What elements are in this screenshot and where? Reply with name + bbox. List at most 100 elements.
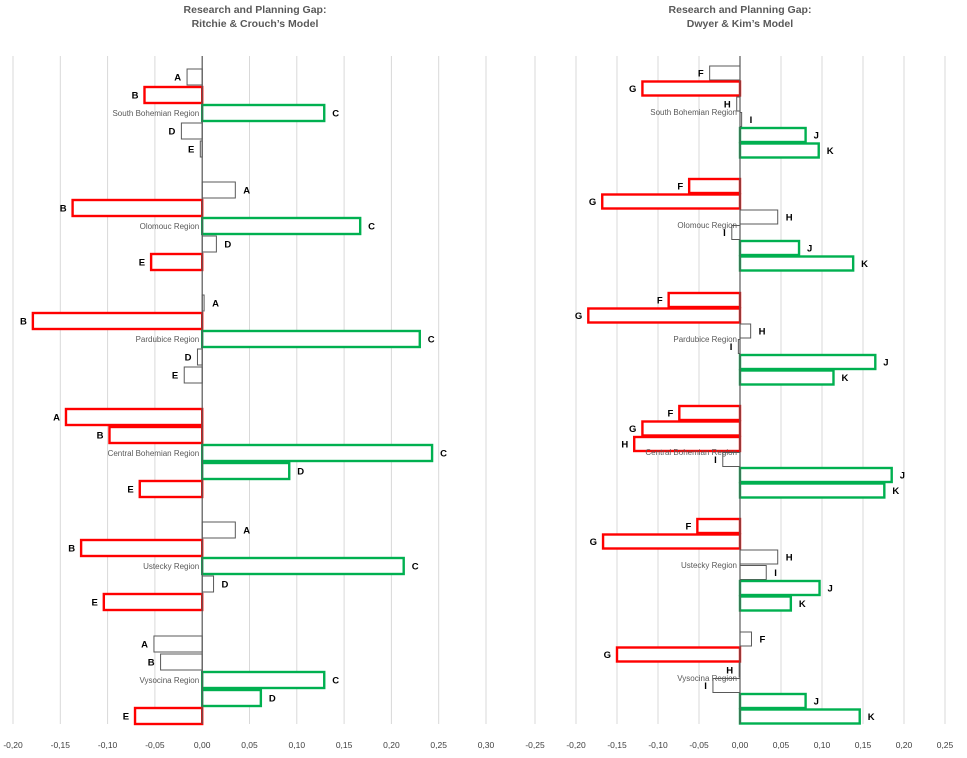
right-bar-label: J (814, 697, 819, 708)
right-region-group: F G HI J K Ustecky Region (590, 517, 833, 612)
right-bar-H (739, 323, 752, 339)
left-x-tick-label: -0,15 (51, 740, 71, 750)
left-x-tick-label: 0,15 (336, 740, 353, 750)
left-region-group: AB C D E Vysocina Region (123, 635, 339, 726)
right-bar-label: H (724, 100, 731, 111)
right-bar-label: K (841, 373, 848, 384)
left-bar-label: A (53, 413, 60, 424)
left-region-group: A B C D E Ustecky Region (68, 521, 419, 612)
left-region-label: Olomouc Region (140, 222, 200, 231)
right-bar-label: K (799, 599, 806, 610)
left-bar-label: B (20, 317, 27, 328)
left-bar-label: E (188, 145, 194, 156)
left-bar-label: E (139, 258, 145, 269)
left-bar-A (153, 635, 203, 653)
left-bar-B (143, 85, 204, 105)
right-bar-K (738, 708, 861, 725)
right-bar-label: I (723, 228, 726, 239)
left-region-label: Vysocina Region (139, 676, 199, 685)
right-bar-K (738, 595, 793, 612)
right-bar-label: I (714, 455, 717, 466)
right-bar-J (738, 353, 877, 371)
left-bar-label: A (174, 73, 181, 84)
left-bar-label: A (243, 186, 250, 197)
left-bar-B (31, 311, 204, 331)
right-bar-label: K (892, 486, 899, 497)
left-bar-D (180, 122, 203, 140)
left-bar-C (200, 670, 326, 690)
left-bar-label: C (368, 222, 375, 233)
right-bar-label: J (883, 358, 888, 369)
left-region-group: A B C DE Pardubice Region (20, 294, 435, 384)
right-bar-label: J (900, 471, 905, 482)
right-bar-G (641, 80, 742, 97)
right-region-label: Ustecky Region (681, 561, 737, 570)
left-bar-A (201, 521, 236, 539)
left-bar-label: B (60, 204, 67, 215)
right-bar-F (696, 517, 742, 535)
right-bar-label: G (575, 311, 582, 322)
right-x-tick-label: 0,00 (732, 740, 749, 750)
left-bar-B (108, 425, 204, 445)
left-x-tick-label: 0,05 (241, 740, 258, 750)
left-bar-D (196, 348, 203, 366)
right-bar-F (687, 177, 742, 195)
right-x-tick-label: -0,05 (689, 740, 709, 750)
left-bar-label: D (224, 240, 231, 251)
right-bar-G (601, 193, 742, 210)
right-x-tick-label: 0,15 (855, 740, 872, 750)
right-bar-G (587, 307, 742, 324)
right-bar-label: I (750, 115, 753, 126)
right-x-tick-label: -0,20 (566, 740, 586, 750)
right-bar-J (738, 126, 807, 144)
left-x-tick-label: -0,20 (3, 740, 23, 750)
right-bar-F (667, 291, 742, 309)
left-bar-B (71, 198, 204, 218)
right-bar-K (738, 482, 886, 499)
right-bar-G (615, 646, 742, 663)
left-bar-label: E (172, 371, 178, 382)
right-region-group: F G H I JK South Bohemian Region (629, 65, 834, 159)
left-bar-label: C (332, 109, 339, 120)
right-bar-G (641, 420, 742, 437)
left-bar-label: C (440, 449, 447, 460)
right-chart-title: Research and Planning Gap: (669, 4, 812, 16)
left-bar-label: B (68, 544, 75, 555)
right-bar-H (739, 209, 779, 225)
left-gridlines (12, 56, 487, 724)
left-x-tick-label: -0,10 (98, 740, 118, 750)
left-bar-label: B (97, 431, 104, 442)
right-bar-label: G (629, 424, 636, 435)
right-region-group: F GH I JK Central Bohemian Region (621, 404, 905, 499)
left-region-label: South Bohemian Region (112, 109, 199, 118)
right-bar-I (739, 565, 767, 580)
left-bar-C (200, 443, 434, 463)
left-bar-E (183, 366, 203, 384)
right-bar-label: H (786, 553, 793, 564)
left-bar-B (79, 538, 204, 558)
right-bar-label: I (774, 568, 777, 579)
left-bar-A (64, 407, 204, 427)
left-region-group: A B C D E South Bohemian Region (112, 68, 339, 158)
right-bar-F (739, 631, 752, 647)
left-x-tick-label: -0,05 (145, 740, 165, 750)
left-chart-subtitle: Ritchie & Crouch’s Model (192, 18, 319, 30)
left-bar-label: E (123, 712, 129, 723)
right-chart-panel: Research and Planning Gap: Dwyer & Kim’s… (525, 4, 953, 750)
left-bar-label: D (297, 467, 304, 478)
right-bar-label: I (704, 681, 707, 692)
left-bar-E (149, 252, 204, 272)
left-bar-label: D (185, 353, 192, 364)
left-region-group: A B C D E Central Bohemian Region (53, 407, 447, 499)
left-x-tick-label: 0,30 (478, 740, 495, 750)
left-chart-panel: Research and Planning Gap: Ritchie & Cro… (3, 4, 494, 750)
right-bar-label: J (807, 244, 812, 255)
left-bar-B (160, 653, 203, 671)
left-bar-D (200, 461, 291, 481)
right-x-tick-label: 0,25 (937, 740, 954, 750)
left-bar-label: D (269, 694, 276, 705)
right-bar-K (738, 142, 820, 159)
left-bar-label: B (132, 91, 139, 102)
right-bar-F (678, 404, 742, 422)
